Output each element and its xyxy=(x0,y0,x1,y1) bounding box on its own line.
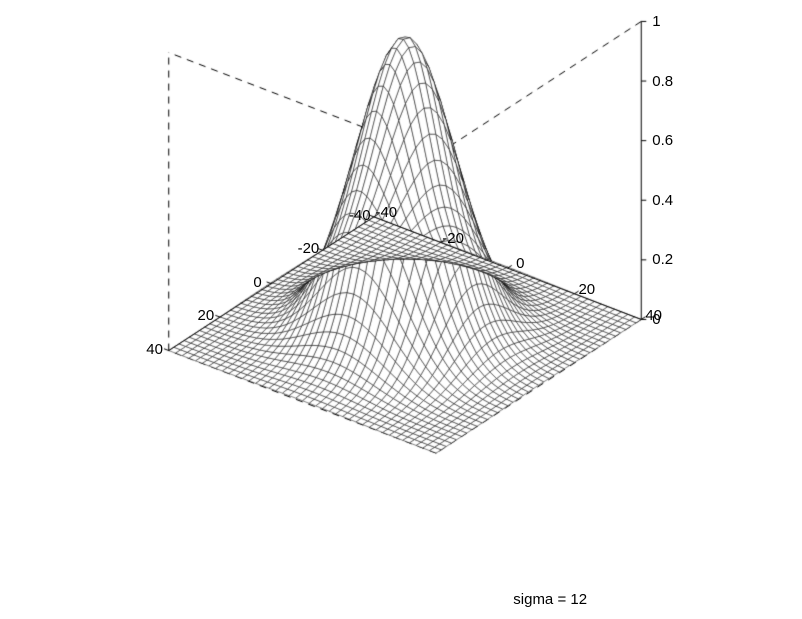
axis-tick-label: -40 xyxy=(375,204,397,221)
axis-tick-label: 1 xyxy=(652,13,660,30)
axis-tick-label: 0.8 xyxy=(652,73,673,90)
gaussian-surface-plot xyxy=(0,0,802,619)
axis-tick-label: 0 xyxy=(652,311,660,328)
axis-tick-label: 0.6 xyxy=(652,132,673,149)
axis-tick-label: 0 xyxy=(253,274,261,291)
axis-tick-label: 0.4 xyxy=(652,192,673,209)
axis-tick-label: -20 xyxy=(442,230,464,247)
axis-tick-label: 0.2 xyxy=(652,251,673,268)
sigma-caption: sigma = 12 xyxy=(513,591,587,608)
axis-tick-label: -40 xyxy=(349,207,371,224)
axis-tick-label: 40 xyxy=(146,341,163,358)
axis-tick-label: -20 xyxy=(298,240,320,257)
axis-tick-label: 20 xyxy=(578,281,595,298)
axis-tick-label: 0 xyxy=(516,255,524,272)
axis-tick-label: 20 xyxy=(198,307,215,324)
